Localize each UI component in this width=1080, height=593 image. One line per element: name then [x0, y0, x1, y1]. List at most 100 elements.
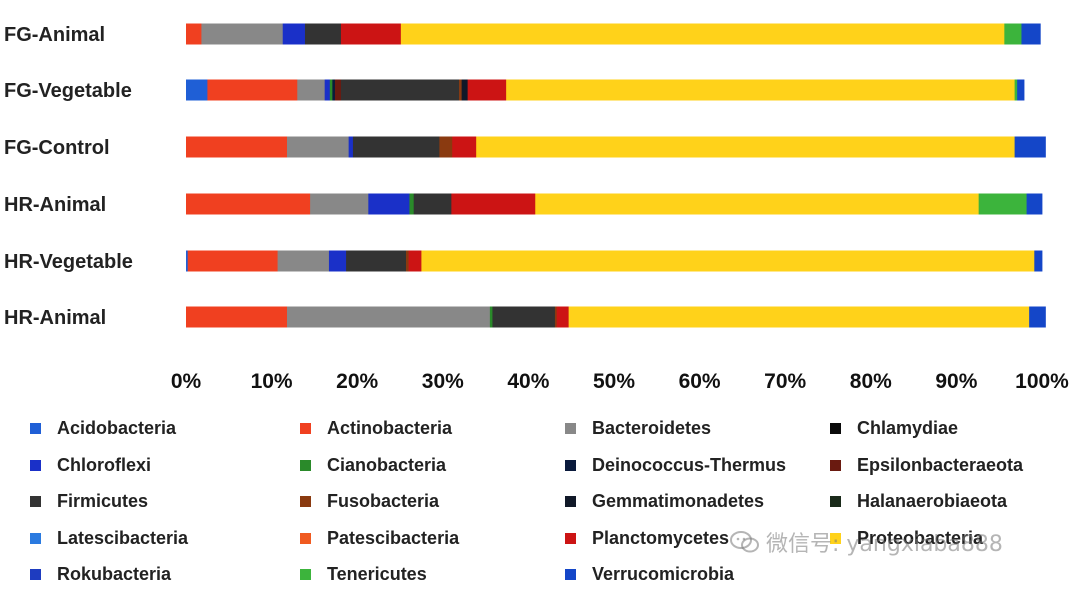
legend-swatch	[30, 423, 41, 434]
bar-segment	[476, 136, 1016, 158]
legend-label: Rokubacteria	[57, 564, 172, 584]
legend-item: Actinobacteria	[300, 418, 452, 439]
bar-segment	[287, 136, 350, 158]
legend-item: Proteobacteria	[830, 528, 983, 549]
bar-segment	[535, 193, 980, 215]
bar-segment	[332, 79, 336, 101]
legend-swatch	[300, 459, 311, 471]
x-tick-label: 100%	[1015, 370, 1069, 393]
legend-swatch	[830, 423, 841, 434]
legend-label: Cianobacteria	[327, 454, 447, 475]
x-tick-label: 60%	[679, 370, 721, 393]
legend-swatch	[30, 496, 41, 507]
wechat-icon	[730, 531, 759, 553]
legend-label: Fusobacteria	[327, 491, 440, 511]
x-tick-label: 10%	[251, 370, 293, 393]
category-label: FG-Vegetable	[4, 80, 132, 102]
x-tick-label: 90%	[935, 370, 977, 393]
legend-label: Halanaerobiaeota	[857, 491, 1008, 511]
legend-swatch	[830, 496, 841, 507]
legend-item: Patescibacteria	[300, 528, 459, 549]
legend-item: Tenericutes	[300, 564, 427, 585]
legend-label: Tenericutes	[327, 564, 427, 584]
legend-item: Rokubacteria	[30, 564, 171, 585]
bar-segment	[461, 79, 469, 101]
legend-item: Bacteroidetes	[565, 418, 711, 439]
bar-segment	[324, 79, 331, 101]
legend-label: Patescibacteria	[327, 527, 460, 548]
legend-item: Deinococcus-Thermus	[565, 455, 786, 476]
x-tick-label: 40%	[507, 370, 549, 393]
legend-label: Acidobacteria	[57, 418, 177, 438]
legend-label: Proteobacteria	[857, 527, 984, 548]
legend-label: Gemmatimonadetes	[592, 491, 765, 511]
legend-label: Planctomycetes	[592, 527, 730, 548]
bar-segment	[310, 193, 369, 215]
legend-item: Epsilonbacteraeota	[830, 455, 1023, 476]
legend-item: Firmicutes	[30, 491, 148, 512]
legend-swatch	[565, 459, 576, 471]
bar-segment	[340, 79, 460, 101]
category-label: HR-Vegetable	[4, 251, 133, 273]
x-tick-label: 30%	[422, 370, 464, 393]
legend-swatch	[565, 569, 576, 580]
legend-swatch	[30, 459, 41, 471]
bar-segment	[1014, 79, 1018, 101]
bar-segment	[554, 306, 558, 328]
bar-segment	[201, 23, 284, 45]
legend-label: Chlamydiae	[857, 418, 959, 438]
x-tick-label: 20%	[336, 370, 378, 393]
bar-segment	[282, 23, 306, 45]
bar-segment	[1034, 250, 1043, 272]
bar-segment	[409, 193, 415, 215]
legend-label: Verrucomicrobia	[592, 564, 735, 584]
bars-layer	[186, 23, 1046, 328]
bar-segment	[186, 136, 288, 158]
category-labels: FG-Animal FG-Vegetable FG-Control HR-Animal…	[4, 24, 133, 329]
bar-segment	[186, 250, 189, 272]
legend-swatch	[565, 532, 576, 544]
bar-segment	[186, 193, 311, 215]
x-tick-label: 0%	[171, 370, 202, 393]
bar-segment	[568, 306, 1030, 328]
bar-segment	[978, 193, 1027, 215]
legend-label: Latescibacteria	[57, 527, 189, 548]
legend-item: Halanaerobiaeota	[830, 491, 1007, 512]
bar-segment	[489, 306, 493, 328]
legend-swatch	[565, 423, 576, 434]
bar-segment	[467, 79, 507, 101]
legend-item: Latescibacteria	[30, 528, 188, 549]
legend-item: Chloroflexi	[30, 455, 151, 476]
category-label: FG-Animal	[4, 24, 105, 46]
legend-label: Deinococcus-Thermus	[592, 454, 787, 475]
bar-segment	[1029, 306, 1046, 328]
bar-segment	[328, 250, 347, 272]
category-label: HR-Animal	[4, 194, 106, 216]
bar-segment	[187, 250, 278, 272]
stacked-bar-chart: FG-Animal FG-Vegetable FG-Control HR-Animal…	[4, 23, 1069, 393]
legend-item: Chlamydiae	[830, 418, 958, 439]
bar-segment	[1021, 23, 1041, 45]
bar-segment	[459, 79, 463, 101]
x-tick-label: 70%	[764, 370, 806, 393]
bar-segment	[340, 23, 402, 45]
watermark: 微信号: yangxiaba888	[730, 526, 1003, 558]
bar-segment	[413, 193, 452, 215]
legend-swatch	[30, 569, 41, 580]
bar-segment	[329, 79, 333, 101]
bar-segment	[1026, 193, 1043, 215]
bar-segment	[287, 306, 491, 328]
bar-segment	[186, 79, 208, 101]
bar-segment	[348, 136, 354, 158]
category-label: HR-Animal	[4, 307, 106, 329]
bar-segment	[452, 136, 477, 158]
legend-item: Acidobacteria	[30, 418, 176, 439]
bar-segment	[304, 23, 342, 45]
bar-segment	[1004, 23, 1022, 45]
bar-segment	[408, 250, 422, 272]
bar-segment	[451, 193, 536, 215]
bar-segment	[297, 79, 326, 101]
legend-swatch	[300, 496, 311, 507]
watermark-text: 微信号: yangxiaba888	[766, 532, 1003, 557]
bar-segment	[492, 306, 556, 328]
